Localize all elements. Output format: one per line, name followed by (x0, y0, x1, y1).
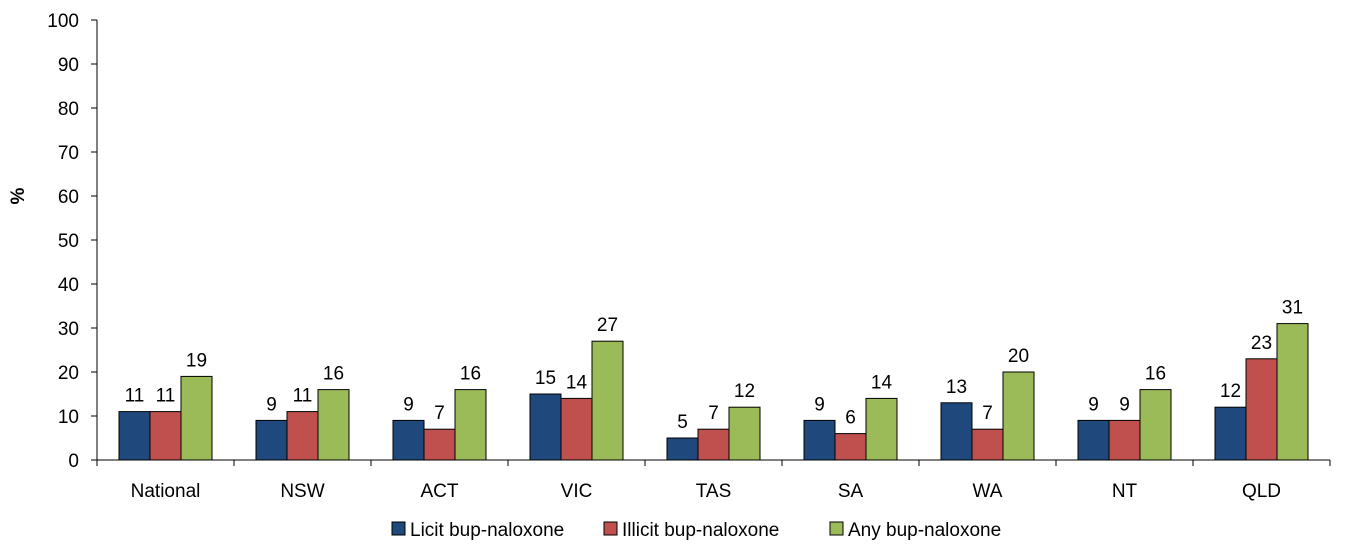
x-tick-label: SA (838, 481, 864, 502)
bar (865, 397, 898, 461)
data-label: 13 (946, 377, 967, 398)
bar (180, 375, 213, 461)
data-label: 7 (708, 403, 719, 424)
bar (1276, 323, 1309, 461)
y-tick-label: 20 (58, 363, 79, 384)
bar (149, 411, 182, 461)
data-label: 14 (871, 372, 893, 393)
data-label: 14 (566, 372, 588, 393)
bar (560, 397, 593, 461)
bar (697, 428, 730, 461)
y-tick-label: 100 (47, 11, 79, 32)
y-axis-title: % (8, 187, 29, 204)
legend-swatch (603, 521, 618, 536)
bar (1139, 389, 1172, 461)
x-tick-label: ACT (421, 481, 459, 502)
bar (1214, 406, 1247, 461)
data-label: 16 (323, 364, 344, 385)
data-label: 23 (1251, 333, 1272, 354)
legend-label: Any bup-naloxone (848, 520, 1001, 541)
bar (454, 389, 487, 461)
bar (1245, 358, 1278, 461)
x-tick-label: TAS (696, 481, 732, 502)
y-tick-label: 80 (58, 99, 79, 120)
bar (728, 406, 761, 461)
bar (392, 419, 425, 461)
data-label: 16 (460, 364, 481, 385)
data-label: 11 (293, 386, 313, 407)
data-label: 20 (1008, 346, 1029, 367)
legend-swatch (829, 521, 844, 536)
data-label: 15 (535, 368, 556, 389)
bar (834, 433, 867, 461)
legend-item: Illicit bup-naloxone (603, 520, 779, 541)
x-tick-label: NSW (280, 481, 324, 502)
bar (423, 428, 456, 461)
bar (118, 411, 151, 461)
x-tick-label: NT (1112, 481, 1138, 502)
data-label: 12 (1220, 381, 1241, 402)
bar (317, 389, 350, 461)
y-tick-label: 10 (58, 407, 79, 428)
y-tick-label: 30 (58, 319, 79, 340)
bar (666, 437, 699, 461)
data-label: 9 (403, 394, 414, 415)
y-tick-label: 70 (58, 143, 79, 164)
axes: 0 10 20 30 40 50 60 70 80 90 100 National NSW ACT VIC T… (47, 11, 1331, 502)
y-tick-label: 50 (58, 231, 79, 252)
data-label: 9 (814, 394, 825, 415)
y-tick-label: 0 (68, 451, 79, 472)
bar (255, 419, 288, 461)
data-label: 9 (266, 394, 277, 415)
data-label: 5 (677, 412, 688, 433)
bar (591, 340, 624, 461)
legend: Licit bup-naloxone Illicit bup-naloxone An… (391, 520, 1001, 541)
y-tick-label: 40 (58, 275, 79, 296)
bar (971, 428, 1004, 461)
legend-swatch (391, 521, 406, 536)
x-tick-label: WA (973, 481, 1003, 502)
data-label: 19 (186, 350, 207, 371)
y-tick-label: 90 (58, 55, 79, 76)
data-label: 7 (434, 403, 445, 424)
legend-label: Illicit bup-naloxone (622, 520, 779, 541)
bar (803, 419, 836, 461)
data-label: 12 (734, 381, 755, 402)
x-tick-label: National (131, 481, 201, 502)
bar (940, 402, 973, 461)
data-label: 9 (1088, 394, 1099, 415)
x-tick-label: QLD (1242, 481, 1281, 502)
legend-label: Licit bup-naloxone (410, 520, 564, 541)
legend-item: Licit bup-naloxone (391, 520, 564, 541)
bar (529, 393, 562, 461)
data-label: 6 (845, 408, 856, 429)
data-label: 9 (1119, 394, 1130, 415)
bar (286, 411, 319, 461)
data-label: 27 (597, 315, 618, 336)
data-label: 7 (982, 403, 993, 424)
y-tick-label: 60 (58, 187, 79, 208)
legend-item: Any bup-naloxone (829, 520, 1001, 541)
x-tick-label: VIC (561, 481, 593, 502)
data-label: 11 (156, 386, 176, 407)
data-label: 11 (125, 386, 145, 407)
data-label: 16 (1145, 364, 1166, 385)
bar (1077, 419, 1110, 461)
bar (1002, 371, 1035, 461)
bar (1108, 419, 1141, 461)
bars (118, 323, 1309, 461)
data-label: 31 (1282, 298, 1303, 319)
